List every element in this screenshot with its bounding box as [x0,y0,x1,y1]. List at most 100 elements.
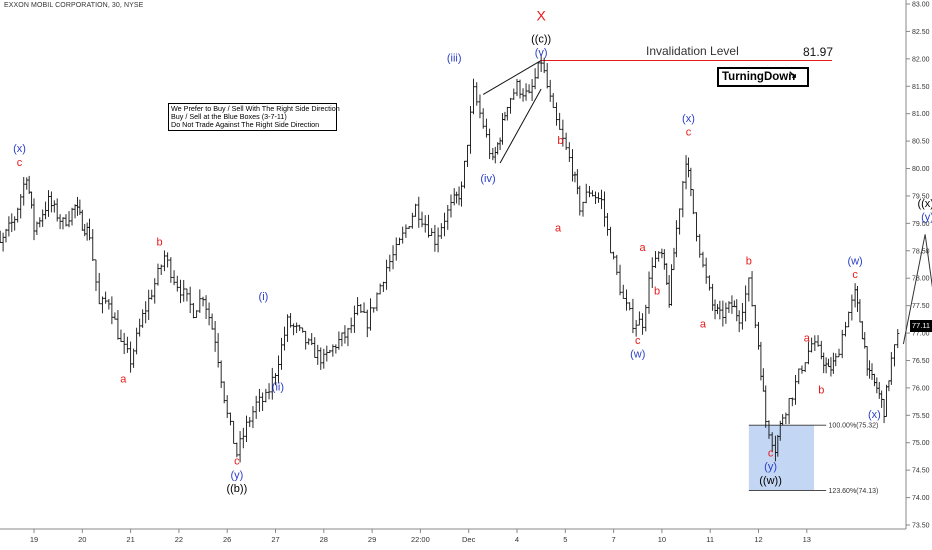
ohlc-bar [521,88,525,102]
x-tick-label: 5 [563,535,567,544]
ohlc-bar [711,283,715,311]
ohlc-bar [219,360,223,389]
y-tick-label: 76.50 [912,358,930,365]
ohlc-bar [129,341,133,373]
ohlc-bar [267,383,271,400]
ohlc-bar [896,329,900,349]
ohlc-bar [433,224,437,252]
x-tick-label: 22 [175,535,183,544]
ohlc-bar [612,251,616,260]
ohlc-bar [188,286,192,314]
wave-label: c [686,127,692,139]
ohlc-bar [481,108,485,129]
ohlc-bar [858,299,862,323]
ohlc-bar [640,313,645,335]
ohlc-bar [753,304,757,329]
notes-line-3: Do Not Trade Against The Right Side Dire… [171,120,320,129]
ohlc-bar [75,196,80,216]
ohlc-bar [407,226,411,230]
ohlc-bar [875,377,879,394]
ohlc-bar [837,348,841,358]
ohlc-bar [362,302,366,313]
wave-label: (ii) [272,382,284,394]
ohlc-bar [727,301,731,313]
ohlc-bar [718,300,722,320]
ohlc-bar [484,118,489,138]
y-tick-label: 77.50 [912,303,930,310]
ohlc-bar [887,380,891,392]
ohlc-bar [222,381,226,404]
ohlc-bar [650,257,654,289]
y-tick-label: 81.50 [912,84,930,91]
ohlc-bar [213,321,217,352]
ohlc-bar [829,357,833,377]
ohlc-bar [232,420,236,444]
ohlc-bar [813,335,817,351]
ohlc-bar [116,310,120,340]
ohlc-bar [518,79,522,99]
ohlc-bar [834,353,838,367]
ohlc-bar [10,213,14,233]
ohlc-bar [238,431,242,463]
wave-label: b [557,135,563,147]
ohlc-bar [107,299,111,310]
ohlc-bar [356,297,360,316]
ohlc-bar [391,245,395,270]
ohlc-bar [349,317,353,334]
notes-line-2: Buy / Sell at the Blue Boxes (3-7-11) [171,112,287,121]
ohlc-bar [58,214,62,230]
wave-label: b [157,236,163,248]
ohlc-bar [273,373,278,386]
ohlc-bar [797,368,801,385]
ohlc-bar [141,309,145,328]
ohlc-bar [882,398,886,424]
ohlc-bar [132,348,136,368]
ohlc-bar [319,347,323,370]
y-tick-label: 80.50 [912,139,930,146]
ohlc-bar [800,365,804,374]
ohlc-bar [870,363,874,380]
x-tick-label: 28 [320,535,328,544]
ohlc-bar [584,183,588,204]
ohlc-bar [471,78,476,115]
ohlc-bar [264,388,268,403]
x-tick-label: 11 [706,535,714,544]
last-price-tag: 77.11 [910,320,932,332]
x-tick-label: 7 [612,535,616,544]
ohlc-bar [689,167,693,197]
ohlc-bar [558,112,562,130]
ohlc-bar [91,229,95,261]
ohlc-bar [55,198,59,222]
ohlc-bar [301,327,305,333]
ohlc-bar [599,189,604,210]
ohlc-bar [310,333,314,346]
ohlc-bar [515,78,519,97]
ohlc-bar [653,251,658,269]
ohlc-bar [764,385,768,428]
ohlc-bar [449,194,453,218]
ohlc-bar [381,281,385,292]
y-tick-label: 75.00 [912,440,930,447]
ohlc-bar [892,344,897,367]
arrow-down-right-icon: ↘ [788,69,798,81]
ohlc-bar [867,360,872,379]
ohlc-bar [737,310,741,333]
ohlc-bar [29,191,34,209]
ohlc-bar [587,186,592,198]
ohlc-bar [122,332,126,355]
ohlc-bar [662,249,666,270]
ohlc-bar [70,207,74,226]
x-tick-label: 20 [78,535,86,544]
ohlc-bar [388,254,392,272]
wave-label: ((b)) [226,483,247,495]
ohlc-bar [561,119,565,147]
ohlc-bar [674,220,678,258]
ohlc-bar [715,304,720,315]
ohlc-bar [744,285,748,322]
ohlc-bar [144,301,148,324]
ohlc-bar [665,263,669,286]
wave-label: a [700,319,707,331]
ohlc-bar [16,207,20,223]
